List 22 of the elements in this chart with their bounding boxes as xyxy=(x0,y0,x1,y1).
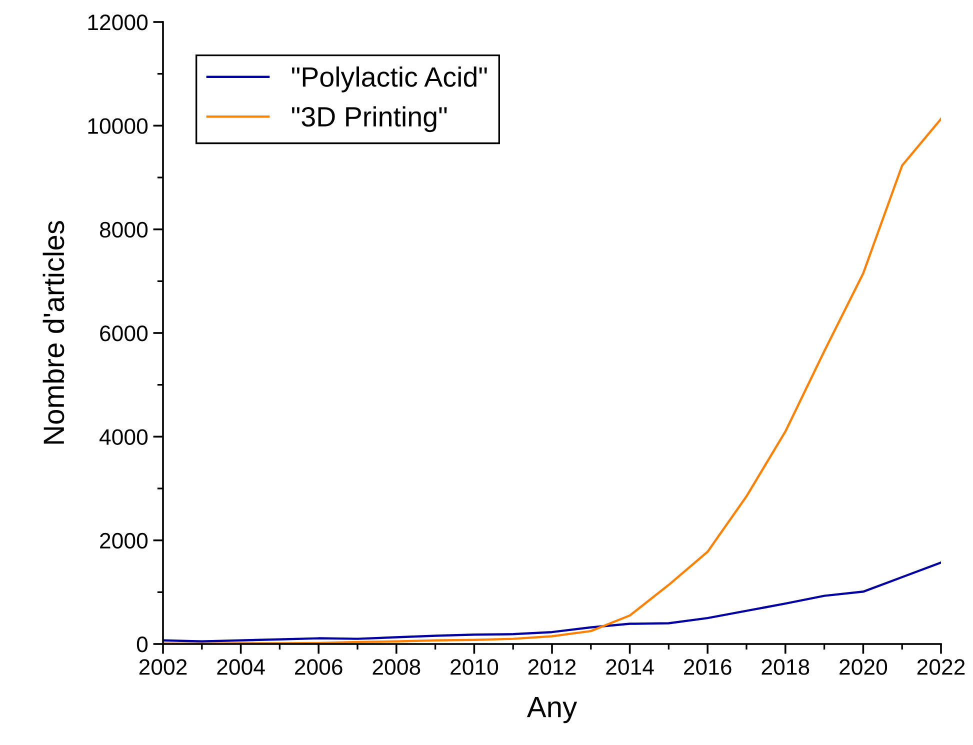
x-tick-label: 2006 xyxy=(295,659,342,675)
x-tick-label: 2014 xyxy=(606,659,654,675)
y-tick-label: 8000 xyxy=(100,222,148,238)
y-tick-label: 10000 xyxy=(88,118,148,134)
x-tick-label: 2018 xyxy=(762,659,810,675)
y-tick-label: 4000 xyxy=(99,429,148,445)
x-tick-label: 2004 xyxy=(217,659,265,675)
x-tick-label: 2008 xyxy=(372,659,420,675)
x-tick-label: 2022 xyxy=(917,659,965,675)
legend-label: "3D Printing" xyxy=(292,106,447,132)
x-tick-label: 2016 xyxy=(684,659,732,675)
x-tick-label: 2012 xyxy=(528,659,576,675)
x-axis-title: Any xyxy=(526,697,578,724)
x-tick-label: 2002 xyxy=(139,659,187,675)
y-tick-label: 12000 xyxy=(88,14,148,30)
y-axis-title: Nombre d'articles xyxy=(42,221,64,444)
x-tick-label: 2010 xyxy=(450,659,498,675)
x-tick-label: 2020 xyxy=(840,659,888,675)
y-tick-label: 0 xyxy=(136,636,148,652)
y-tick-label: 2000 xyxy=(100,532,148,549)
legend-label: "Polylactic Acid" xyxy=(292,66,487,92)
y-tick-label: 6000 xyxy=(100,326,148,342)
